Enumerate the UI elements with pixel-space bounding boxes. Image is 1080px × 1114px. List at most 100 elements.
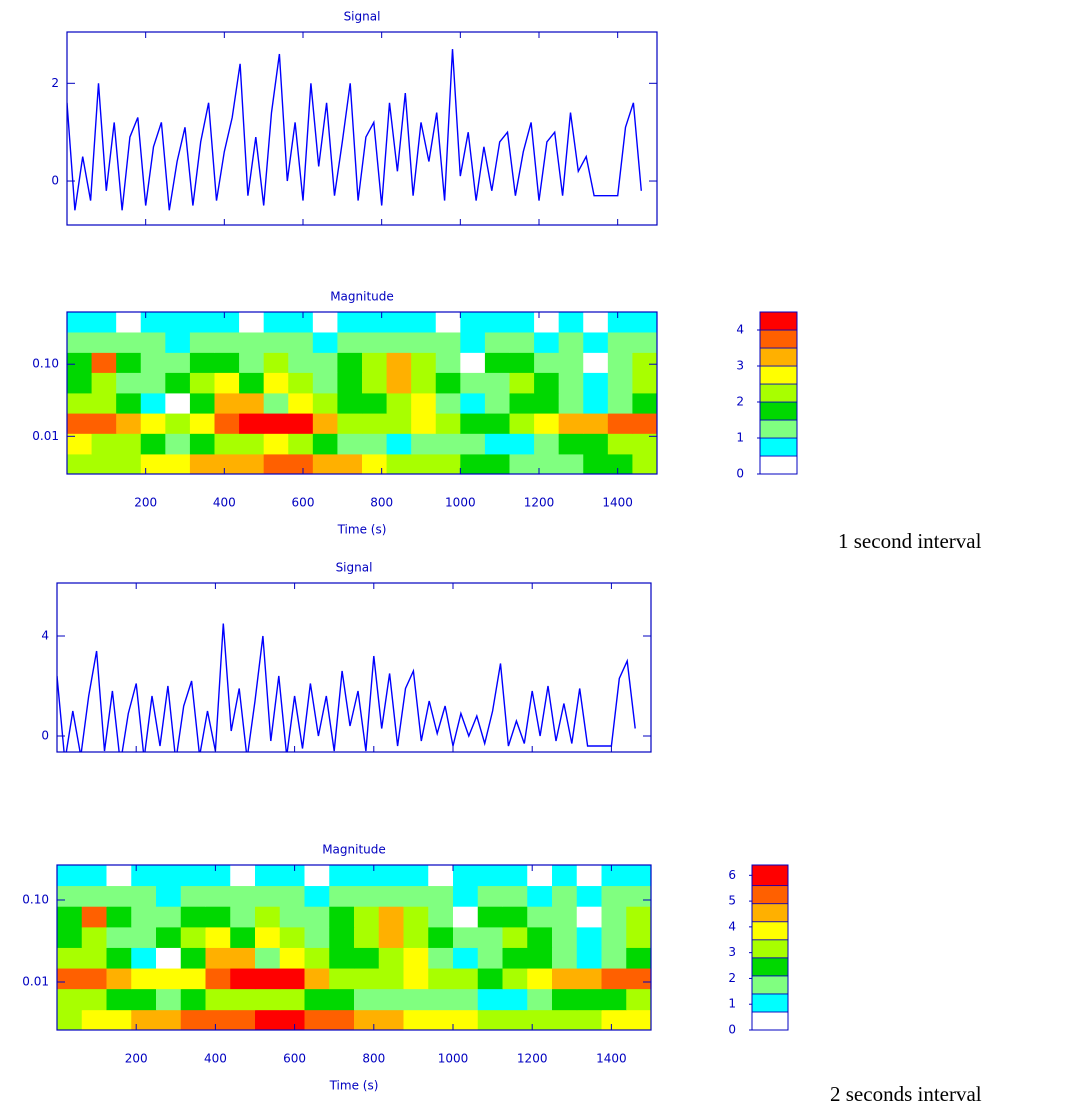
heatmap-cell [180,947,206,969]
heatmap-cell [131,885,157,907]
heatmap-cell [601,906,627,928]
heatmap-cell [239,372,265,394]
x-tick-label: 1200 [517,1052,548,1066]
heatmap-cell [632,372,657,394]
heatmap-cell [601,885,627,907]
colorbar-tick-label: 0 [728,1023,736,1037]
heatmap-cell [552,926,578,948]
heatmap-cell [502,947,528,969]
heatmap-cell [428,906,454,928]
heatmap-cell [279,968,305,990]
y-tick-label: 0.10 [32,357,59,371]
heatmap-cell [484,312,510,333]
heatmap-cell [477,865,503,887]
heatmap-cell [601,865,627,887]
heatmap-cell [552,885,578,907]
plot-frame [56,582,652,753]
heatmap-cell [106,1009,132,1030]
colorbar-tick-label: 5 [728,894,736,908]
x-tick-label: 1400 [596,1052,627,1066]
heatmap-cell [527,1009,553,1030]
heatmap-cell [189,372,215,394]
heatmap-cell [607,372,633,394]
heatmap-cell [386,372,412,394]
colorbar-band [759,347,798,367]
heatmap-cell [626,1009,651,1030]
heatmap-cell [329,947,355,969]
heatmap-cell [67,433,93,455]
heatmap-cell [460,433,486,455]
heatmap-cell [607,392,633,414]
heatmap-cell [626,926,651,948]
heatmap-cell [91,413,117,434]
heatmap-cell [552,865,578,887]
colorbar-band [759,455,798,475]
heatmap-cell [57,865,83,887]
heatmap-cell [214,433,240,455]
heatmap-cell [378,988,404,1011]
heatmap-cell [626,865,651,887]
heatmap-cell [304,947,330,969]
y-tick-label: 0 [41,729,49,743]
heatmap-cell [180,865,206,887]
colorbar-band [751,975,789,995]
heatmap-cell [91,331,117,353]
heatmap-cell [337,352,363,373]
heatmap-cell [57,885,83,907]
heatmap-cell [477,968,503,990]
heatmap-cell [435,312,461,333]
colorbar-band [751,993,789,1013]
heatmap-cell [165,413,191,434]
heatmap-cell [140,331,166,353]
heatmap-cell [304,1009,330,1030]
heatmap-cell [81,988,107,1011]
heatmap-cell [131,947,157,969]
heatmap-cell [534,352,560,373]
heatmap-cell [576,988,602,1011]
heatmap-cell [632,331,657,353]
heatmap-cell [354,1009,380,1030]
heatmap-cell [411,433,437,455]
heatmap-cell [230,885,256,907]
heatmap-cell [279,865,305,887]
heatmap-cell [304,906,330,928]
y-tick-label: 0 [51,174,59,188]
plot-frame [66,31,658,226]
x-tick-label: 800 [362,1052,385,1066]
heatmap-cell [156,947,182,969]
heatmap-cell [527,968,553,990]
heatmap-cell [460,312,486,333]
plot-area [67,312,657,474]
heatmap-cell [411,352,437,373]
heatmap-cell [106,906,132,928]
heatmap-cell [255,926,281,948]
heatmap-cell [477,885,503,907]
heatmap-cell [534,453,560,474]
heatmap-cell [509,453,535,474]
heatmap-cell [460,372,486,394]
heatmap-cell [378,968,404,990]
heatmap-cell [428,1009,454,1030]
heatmap-cell [378,906,404,928]
heatmap-cell [67,453,93,474]
heatmap-cell [255,988,281,1011]
heatmap-cell [131,1009,157,1030]
heatmap-cell [484,392,510,414]
heatmap-cell [576,906,602,928]
heatmap-cell [288,312,314,333]
heatmap-cell [509,433,535,455]
heatmap-cell [239,392,265,414]
heatmap-cell [403,1009,429,1030]
heatmap-cell [205,988,231,1011]
heatmap-cell [312,413,338,434]
colorbar-band [759,401,798,421]
caption: 2 seconds interval [830,1082,982,1106]
y-tick-label: 0.01 [22,975,49,989]
heatmap-cell [502,968,528,990]
heatmap-cell [214,331,240,353]
heatmap-cell [607,453,633,474]
heatmap-cell [91,453,117,474]
heatmap-cell [509,312,535,333]
heatmap-cell [527,885,553,907]
